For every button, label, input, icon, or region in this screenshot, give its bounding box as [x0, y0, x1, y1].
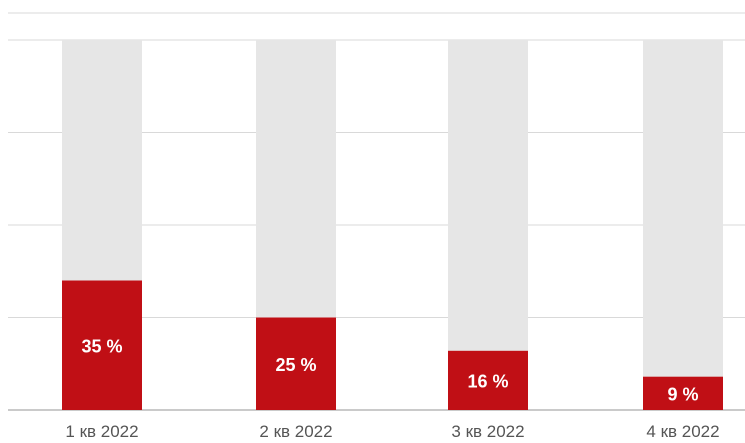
- data-label-3: 16 %: [467, 371, 508, 391]
- bar-3: [448, 350, 528, 410]
- data-label-2: 25 %: [275, 355, 316, 375]
- x-axis-tick-labels: 1 кв 2022 2 кв 2022 3 кв 2022 4 кв 2022: [65, 422, 719, 441]
- bar-4: [643, 376, 723, 410]
- data-label-4: 9 %: [667, 384, 698, 404]
- bar-background-3: [448, 40, 528, 410]
- tick-label-1: 1 кв 2022: [65, 422, 138, 441]
- data-labels: 35 % 25 % 16 % 9 %: [81, 336, 698, 404]
- bar-background-4: [643, 40, 723, 410]
- tick-label-4: 4 кв 2022: [646, 422, 719, 441]
- data-label-1: 35 %: [81, 336, 122, 356]
- bars: [62, 40, 723, 410]
- bar-1: [62, 280, 142, 410]
- bar-2: [256, 317, 336, 410]
- tick-label-2: 2 кв 2022: [259, 422, 332, 441]
- tick-label-3: 3 кв 2022: [451, 422, 524, 441]
